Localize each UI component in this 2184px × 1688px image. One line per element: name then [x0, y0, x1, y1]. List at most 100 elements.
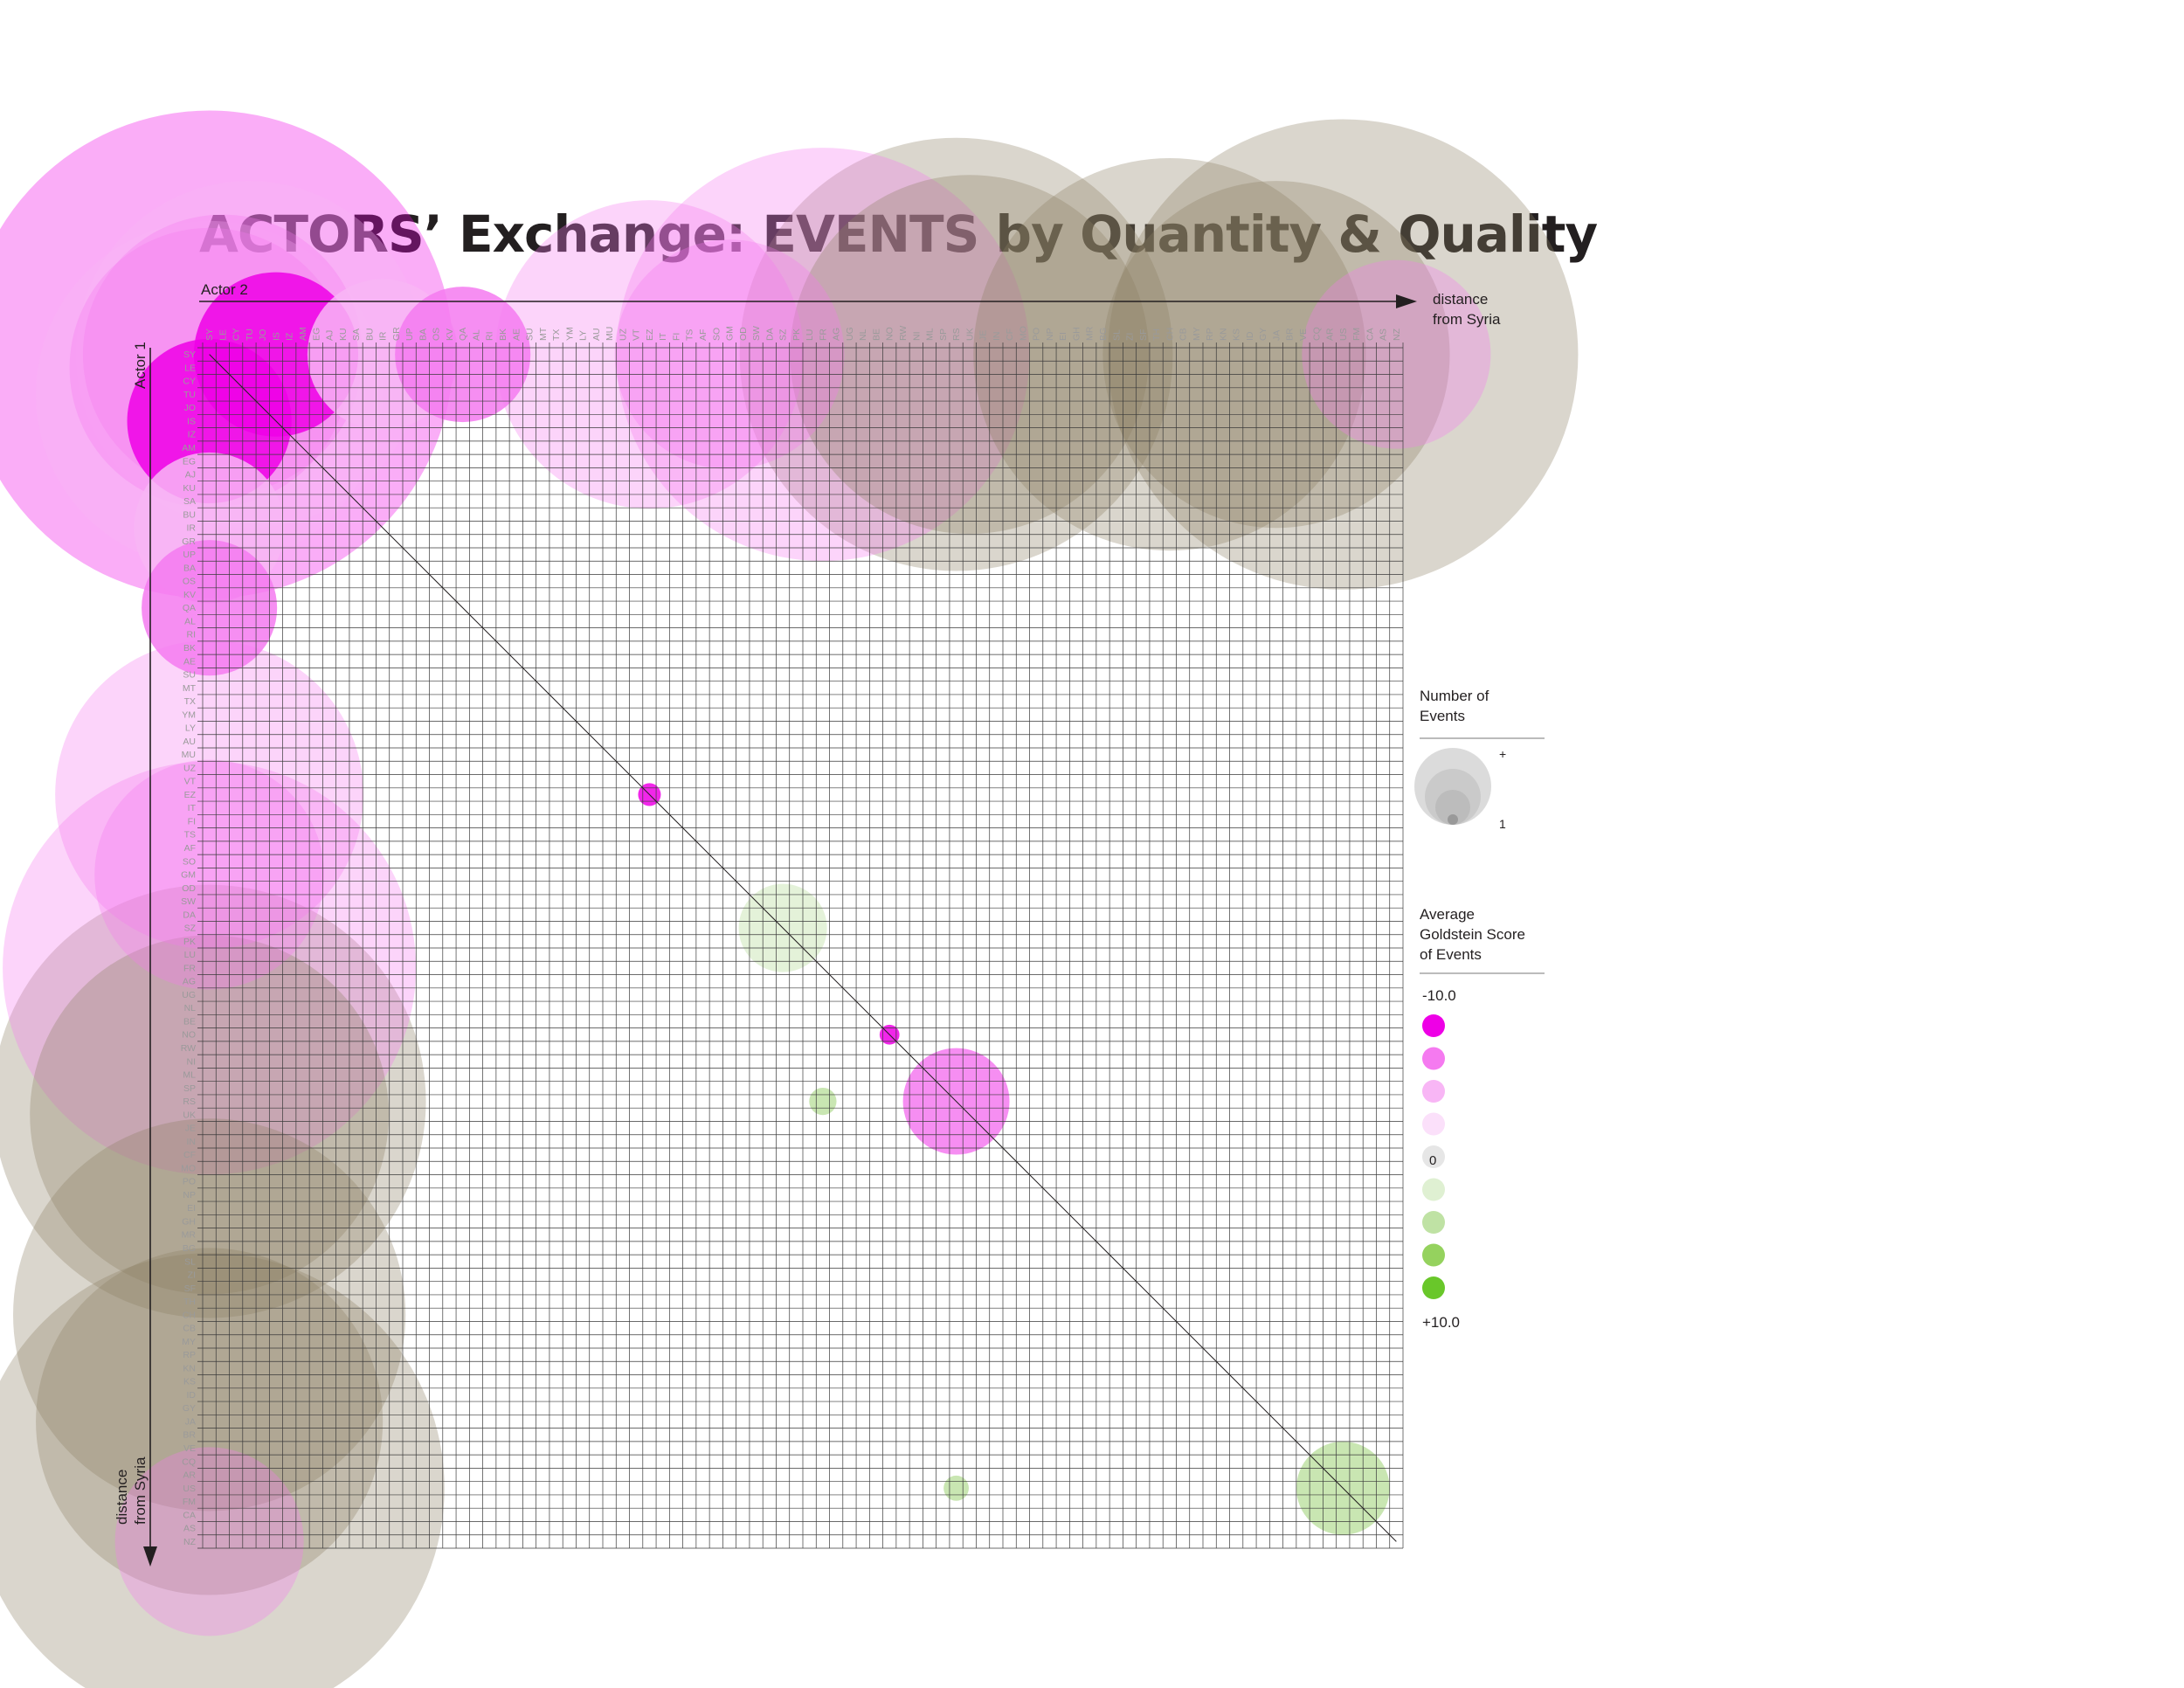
x-tick-TX: TX — [551, 329, 562, 341]
y-tick-DA: DA — [183, 910, 196, 920]
color-swatch — [1422, 1047, 1445, 1070]
y-tick-KS: KS — [183, 1377, 196, 1387]
y-tick-CQ: CQ — [182, 1456, 196, 1467]
y-tick-EI: EI — [187, 1203, 196, 1214]
y-tick-YM: YM — [182, 709, 196, 720]
x-tick-YM: YM — [564, 327, 575, 341]
color-legend-top-label: -10.0 — [1422, 987, 1456, 1004]
x-tick-BG: BG — [1098, 328, 1109, 341]
x-tick-FI: FI — [671, 333, 681, 341]
x-tick-NI: NI — [911, 332, 922, 342]
x-tick-CY: CY — [232, 328, 242, 341]
y-tick-GM: GM — [181, 870, 196, 881]
y-tick-CF: CF — [183, 1150, 196, 1160]
y-tick-TU: TU — [183, 390, 196, 400]
y-tick-ML: ML — [183, 1070, 196, 1081]
x-tick-PO: PO — [1032, 328, 1042, 341]
x-tick-SA: SA — [351, 329, 362, 341]
x-tick-SP: SP — [938, 329, 949, 341]
bubbles-layer — [0, 110, 1579, 1688]
event-bubble-RS-FR — [809, 1087, 837, 1116]
x-tick-SO: SO — [711, 328, 722, 341]
y-tick-AS: AS — [183, 1524, 196, 1534]
y-tick-MT: MT — [183, 683, 197, 694]
x-tick-KS: KS — [1232, 329, 1242, 341]
x-tick-NL: NL — [858, 329, 868, 341]
y-tick-IN: IN — [187, 1137, 197, 1147]
x-tick-BR: BR — [1285, 328, 1296, 341]
x-tick-QA: QA — [458, 328, 468, 341]
x-tick-IZ: IZ — [285, 332, 295, 341]
color-legend-title-line1: Average — [1420, 906, 1475, 923]
y-tick-MU: MU — [182, 750, 196, 760]
x-tick-MR: MR — [1085, 326, 1095, 341]
y-tick-TS: TS — [184, 830, 196, 841]
y-tick-UZ: UZ — [183, 763, 197, 773]
y-tick-US: US — [183, 1484, 196, 1494]
y-tick-ZI: ZI — [188, 1270, 196, 1281]
y-tick-UK: UK — [183, 1110, 196, 1120]
y-tick-AM: AM — [182, 443, 196, 453]
x-tick-CB: CB — [1178, 328, 1189, 341]
event-bubble-SY-SY — [0, 110, 453, 598]
y-tick-CH: CH — [183, 1310, 196, 1320]
y-tick-UP: UP — [183, 550, 196, 560]
y-tick-QA: QA — [183, 603, 196, 613]
y-tick-SW: SW — [181, 896, 196, 907]
x-tick-AR: AR — [1325, 328, 1336, 341]
x-tick-BA: BA — [418, 329, 428, 341]
y-tick-SF: SF — [184, 1283, 196, 1294]
event-bubble-IS-SY — [127, 338, 292, 504]
size-legend-max-label: + — [1499, 747, 1506, 761]
x-tick-ZI: ZI — [1125, 333, 1136, 341]
x-tick-KU: KU — [338, 328, 349, 341]
event-bubble-SY-UK — [790, 175, 1150, 535]
y-tick-NO: NO — [182, 1030, 196, 1041]
x-tick-MT: MT — [538, 327, 549, 341]
size-legend-min-label: 1 — [1499, 817, 1506, 831]
y-tick-BE: BE — [183, 1016, 196, 1027]
y-tick-RI: RI — [187, 630, 197, 640]
y-tick-GH: GH — [182, 1216, 196, 1227]
y-tick-EZ: EZ — [184, 790, 197, 800]
event-bubble-US-RS — [943, 1475, 969, 1501]
x-tick-KN: KN — [1218, 328, 1228, 341]
x-tick-JO: JO — [258, 329, 268, 341]
event-bubble-SY-EZ — [494, 200, 804, 509]
event-bubble-SY-NZ — [1302, 259, 1491, 449]
y-tick-IT: IT — [188, 803, 197, 813]
x-tick-BK: BK — [498, 329, 508, 341]
color-swatch — [1422, 1145, 1445, 1168]
x-tick-TH: TH — [1151, 329, 1162, 341]
event-bubble-US-SY — [0, 1253, 445, 1688]
x-tick-DA: DA — [764, 328, 775, 341]
y-axis-label: Actor 1 — [132, 342, 149, 389]
color-swatch — [1422, 1178, 1445, 1201]
event-bubble-SY-RS — [739, 137, 1173, 571]
x-tick-JA: JA — [1271, 330, 1282, 341]
x-tick-ID: ID — [1245, 331, 1255, 341]
y-tick-IZ: IZ — [188, 430, 197, 440]
x-tick-FM: FM — [1351, 328, 1362, 341]
grid — [197, 342, 1404, 1549]
color-swatch — [1422, 1276, 1445, 1299]
x-tick-VE: VE — [1298, 329, 1309, 341]
x-axis-arrowhead — [1396, 294, 1417, 308]
x-tick-RW: RW — [898, 326, 909, 341]
y-tick-TH: TH — [183, 1297, 196, 1307]
y-tick-LU: LU — [184, 950, 196, 960]
x-tick-AU: AU — [591, 328, 602, 341]
y-tick-RW: RW — [181, 1043, 196, 1054]
event-bubble-GM-SY — [94, 759, 325, 990]
x-direction-label-line1: distance — [1433, 291, 1488, 308]
event-bubble-CH-SY — [13, 1118, 406, 1512]
x-tick-JE: JE — [978, 330, 989, 341]
x-tick-TU: TU — [245, 329, 255, 341]
y-tick-LE: LE — [184, 363, 196, 373]
y-axis-arrowhead — [143, 1546, 157, 1567]
y-tick-KU: KU — [183, 483, 196, 494]
y-tick-GR: GR — [182, 536, 196, 547]
color-legend-title-line3: of Events — [1420, 946, 1482, 963]
chart-title: ACTORS’ Exchange: EVENTS by Quantity & Q… — [199, 204, 1597, 264]
y-tick-AL: AL — [184, 616, 196, 626]
